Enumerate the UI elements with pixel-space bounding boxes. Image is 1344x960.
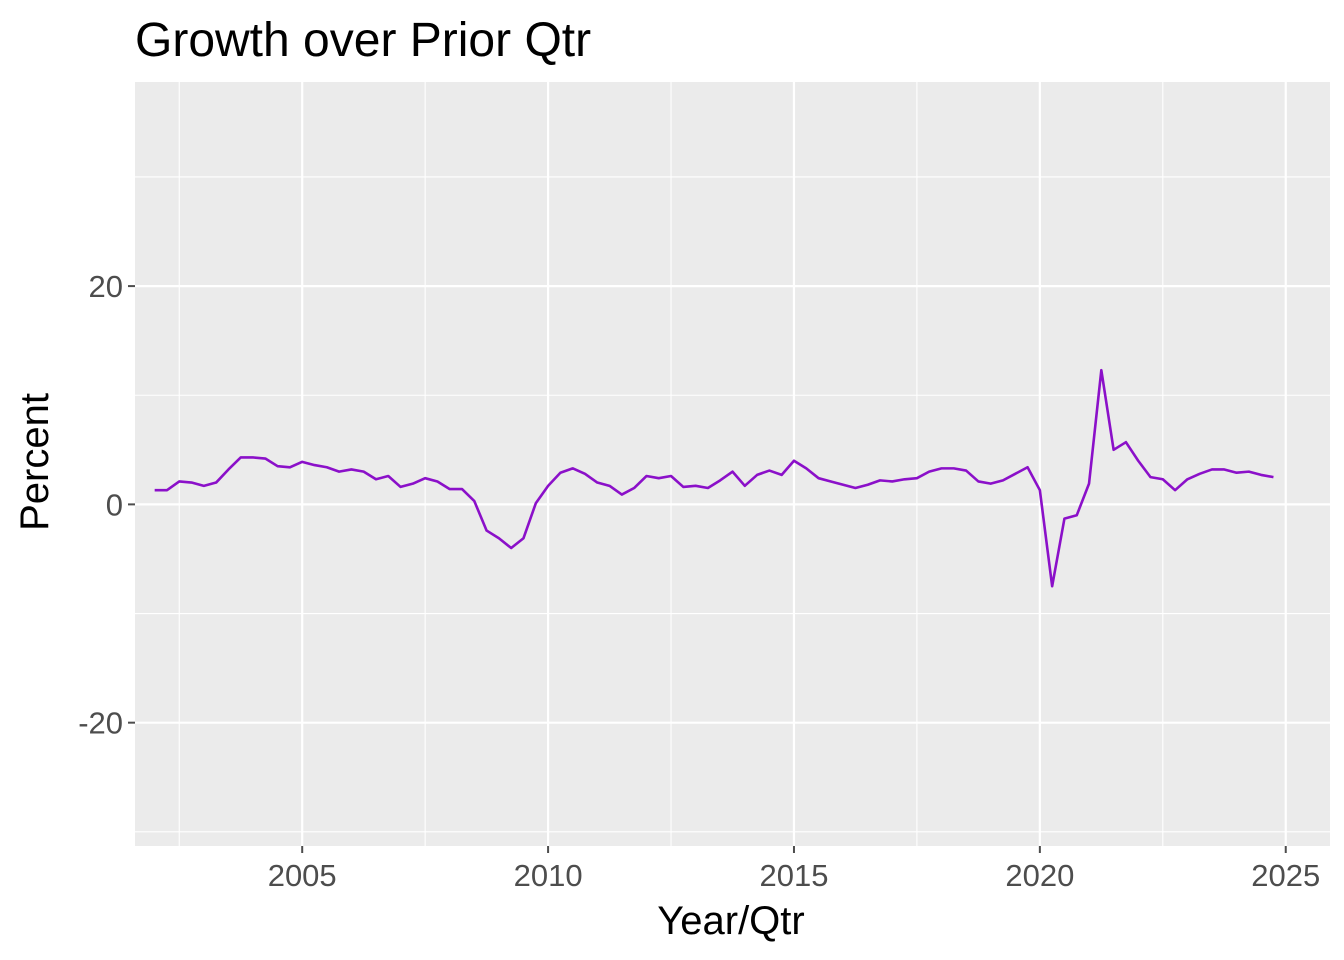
plot-panel (135, 82, 1330, 846)
x-tick-label: 2015 (759, 858, 828, 893)
chart-title: Growth over Prior Qtr (135, 14, 591, 67)
x-axis: 2005 2010 2015 2020 2025 (268, 846, 1320, 893)
major-gridlines (135, 82, 1330, 846)
series-layer (154, 368, 1274, 588)
y-tick-label: 20 (89, 269, 123, 304)
x-tick-label: 2005 (268, 858, 337, 893)
x-tick-label: 2020 (1005, 858, 1074, 893)
x-tick-label: 2010 (514, 858, 583, 893)
x-axis-title: Year/Qtr (657, 899, 804, 943)
series-line (154, 368, 1274, 588)
minor-gridlines (135, 82, 1330, 846)
x-tick-label: 2025 (1251, 858, 1320, 893)
y-axis: 20 0 -20 (78, 269, 135, 741)
y-axis-title: Percent (13, 393, 57, 531)
y-tick-label: 0 (106, 487, 123, 522)
y-tick-label: -20 (78, 706, 123, 741)
